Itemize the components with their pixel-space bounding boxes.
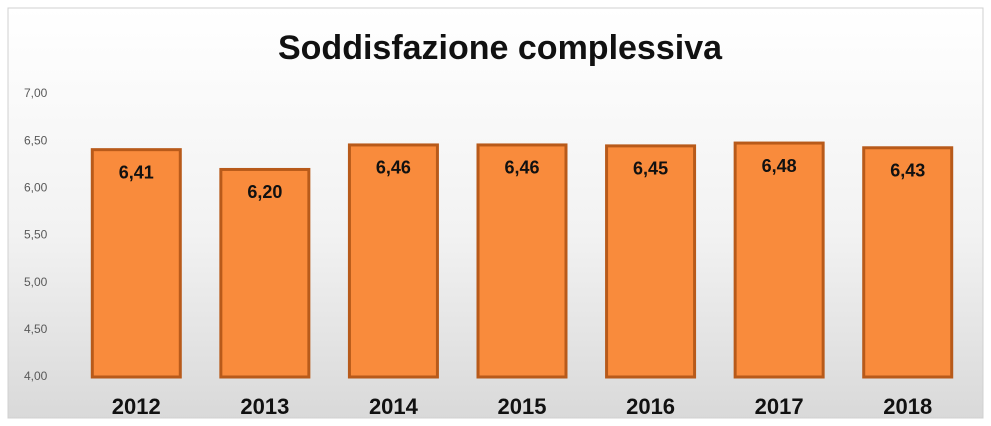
- data-label: 6,43: [890, 161, 925, 181]
- bar: [347, 143, 439, 379]
- y-tick-label: 5,00: [24, 275, 48, 289]
- data-label: 6,48: [762, 156, 797, 176]
- bar: [90, 148, 182, 379]
- bar: [605, 144, 697, 379]
- data-label: 6,41: [119, 162, 154, 182]
- x-tick-label: 2012: [112, 394, 161, 419]
- data-label: 6,46: [376, 158, 411, 178]
- chart-title: Soddisfazione complessiva: [278, 29, 723, 67]
- data-label: 6,46: [504, 158, 539, 178]
- y-tick-label: 6,50: [24, 133, 48, 147]
- x-tick-label: 2018: [883, 394, 932, 419]
- x-tick-label: 2013: [240, 394, 289, 419]
- bar: [476, 143, 568, 379]
- y-tick-label: 6,00: [24, 181, 48, 195]
- bar: [862, 146, 954, 379]
- data-label: 6,20: [247, 182, 282, 202]
- x-tick-label: 2017: [755, 394, 804, 419]
- y-tick-label: 5,50: [24, 228, 48, 242]
- x-tick-label: 2015: [498, 394, 547, 419]
- x-tick-label: 2014: [369, 394, 419, 419]
- y-tick-label: 4,00: [24, 369, 48, 383]
- y-tick-label: 7,00: [24, 86, 48, 100]
- x-tick-label: 2016: [626, 394, 675, 419]
- y-tick-label: 4,50: [24, 322, 48, 336]
- data-label: 6,45: [633, 159, 668, 179]
- bar: [219, 167, 311, 379]
- bar: [733, 141, 825, 379]
